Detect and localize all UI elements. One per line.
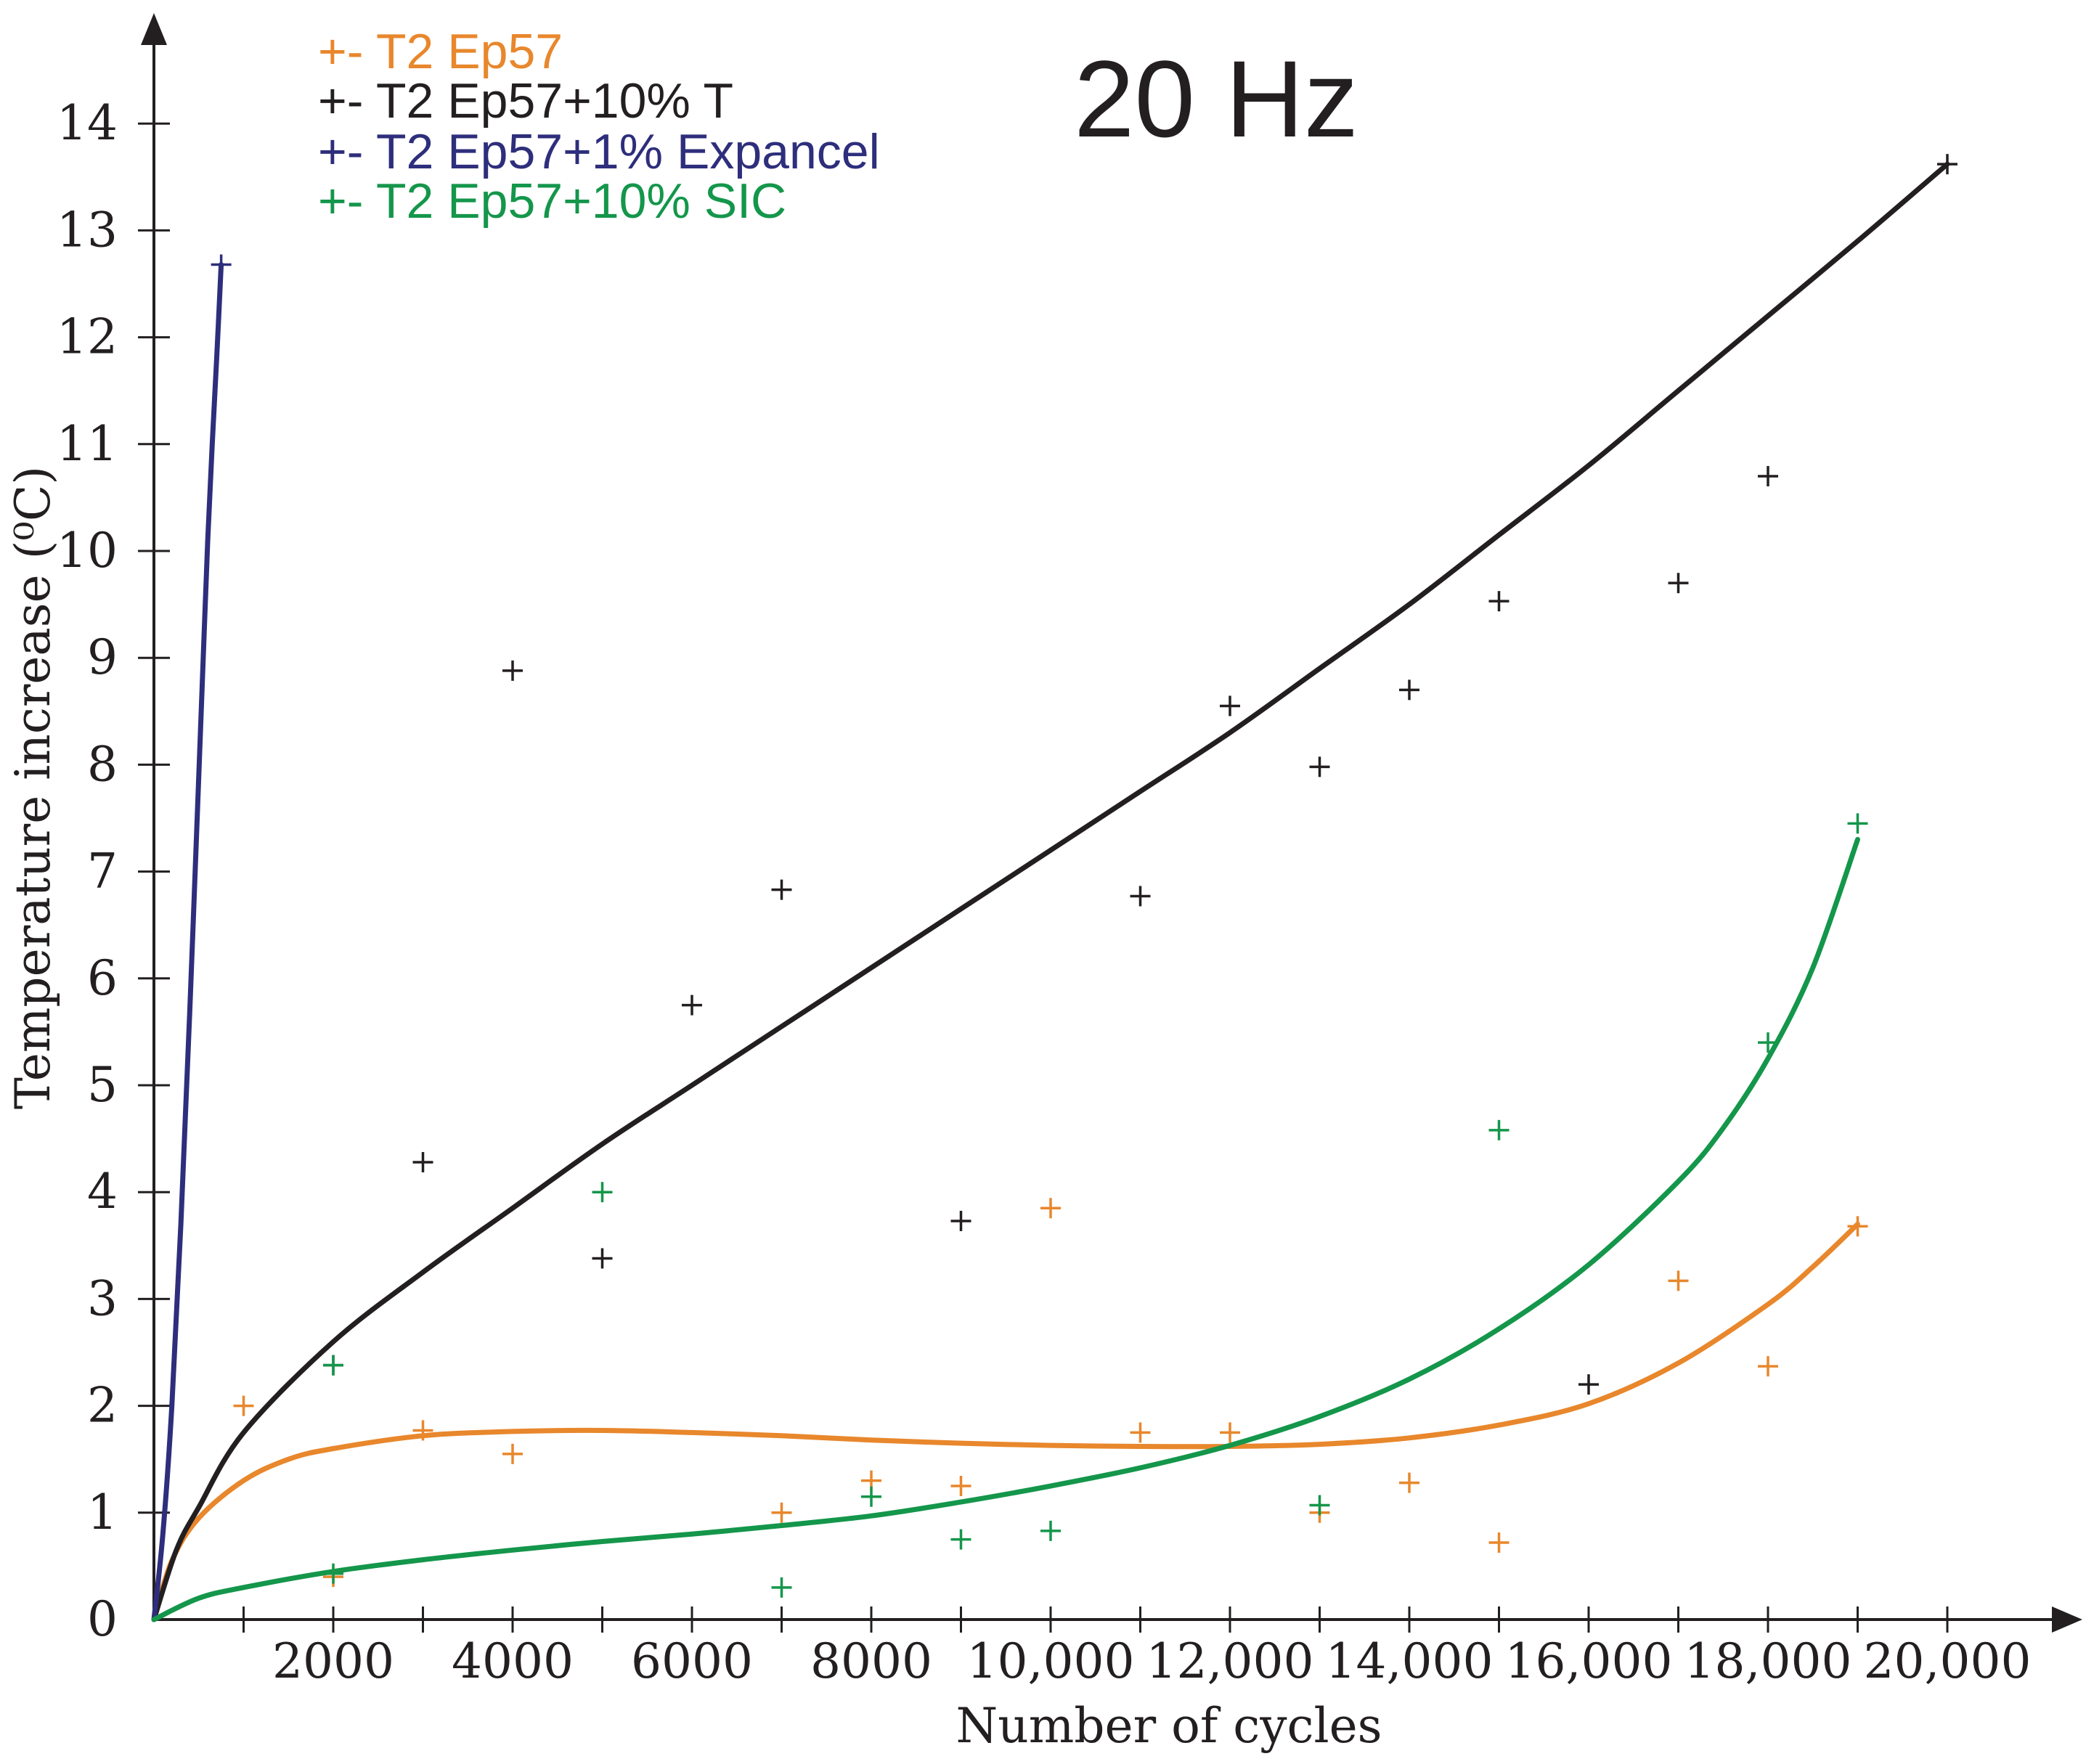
data-point-t2-ep57 [1847, 1216, 1868, 1237]
data-point-t2-ep57 [1130, 1422, 1151, 1443]
data-point-t2-ep57-10-sic [1040, 1520, 1061, 1541]
y-tick-label: 10 [57, 523, 118, 579]
data-point-t2-ep57 [771, 1502, 792, 1523]
data-point-t2-ep57-10-t [1130, 886, 1151, 907]
data-point-t2-ep57 [1488, 1532, 1510, 1553]
y-tick-label: 7 [87, 844, 118, 899]
data-point-t2-ep57 [412, 1420, 433, 1441]
data-point-t2-ep57-10-t [682, 995, 702, 1016]
legend-entry-t2-ep57-10-sic: +- T2 Ep57+10% SIC [318, 173, 786, 229]
data-point-t2-ep57-10-sic [1488, 1119, 1510, 1140]
data-point-t2-ep57-10-t [592, 1248, 613, 1269]
y-tick-label: 2 [87, 1378, 118, 1434]
x-axis-title: Number of cycles [956, 1698, 1382, 1754]
x-tick-label: 12,000 [1146, 1633, 1314, 1689]
data-point-t2-ep57-10-t [1220, 695, 1240, 716]
x-tick-label: 6000 [631, 1633, 753, 1689]
x-tick-label: 4000 [452, 1633, 574, 1689]
x-tick-label: 2000 [272, 1633, 394, 1689]
data-point-t2-ep57-10-t [950, 1210, 971, 1231]
data-point-t2-ep57 [1220, 1422, 1240, 1443]
data-point-t2-ep57-10-t [502, 660, 523, 681]
x-tick-label: 16,000 [1505, 1633, 1673, 1689]
data-point-t2-ep57 [1758, 1356, 1778, 1377]
fit-curves [151, 161, 1950, 1622]
x-axis-arrow [2052, 1606, 2082, 1633]
data-point-t2-ep57-10-t [412, 1151, 433, 1172]
data-point-t2-ep57 [950, 1476, 971, 1496]
data-point-t2-ep57-10-sic [592, 1182, 613, 1203]
y-tick-label: 9 [87, 629, 118, 685]
data-point-t2-ep57-10-sic [1758, 1032, 1778, 1053]
fit-curve-t2-ep57-10-sic [151, 836, 1860, 1622]
fit-curve-t2-ep57 [151, 1221, 1860, 1622]
y-tick-label: 11 [57, 416, 118, 472]
y-tick-label: 12 [57, 309, 118, 365]
x-tick-label: 14,000 [1326, 1633, 1494, 1689]
x-tick-label: 8000 [810, 1633, 932, 1689]
data-point-t2-ep57-10-t [1937, 154, 1957, 175]
x-tick-label: 20,000 [1864, 1633, 2032, 1689]
data-point-t2-ep57-10-sic [323, 1355, 343, 1376]
y-tick-label: 13 [57, 202, 118, 258]
data-point-t2-ep57-10-sic [1847, 813, 1868, 834]
data-point-t2-ep57-10-t [1488, 591, 1510, 612]
data-point-t2-ep57-10-sic [1309, 1495, 1330, 1516]
data-point-t2-ep57-10-sic [323, 1563, 343, 1584]
data-point-t2-ep57 [502, 1443, 523, 1464]
x-ticks: 2000 4000 6000 8000 10,000 12,000 14,000 16,000… [243, 1606, 2032, 1689]
axes: 2000 4000 6000 8000 10,000 12,000 14,000 16,000… [57, 13, 2082, 1689]
x-tick-label: 10,000 [967, 1633, 1135, 1689]
y-tick-label: 0 [87, 1591, 118, 1647]
y-axis-title: Temperature increase (⁰C) [5, 466, 61, 1109]
data-point-t2-ep57-1-expancel [211, 254, 232, 275]
data-point-t2-ep57-10-t [1668, 573, 1689, 594]
legend-entry-t2-ep57-10-t: +- T2 Ep57+10% T [318, 73, 733, 128]
fit-curve-t2-ep57-10-t [151, 161, 1950, 1622]
data-point-t2-ep57-10-t [1758, 465, 1778, 486]
y-tick-label: 8 [87, 736, 118, 792]
y-tick-label: 6 [87, 950, 118, 1006]
x-tick-label: 18,000 [1684, 1633, 1852, 1689]
data-point-t2-ep57 [1040, 1198, 1061, 1219]
y-axis-arrow [141, 13, 167, 45]
data-point-t2-ep57-10-t [1309, 756, 1330, 777]
fit-curve-t2-ep57-1-expancel [151, 262, 224, 1622]
y-tick-label: 4 [87, 1164, 118, 1220]
data-point-t2-ep57-10-sic [950, 1529, 971, 1550]
chart-title: 20 Hz [1074, 38, 1358, 160]
data-point-t2-ep57-10-sic [861, 1486, 881, 1507]
data-point-t2-ep57-10-sic [771, 1577, 792, 1598]
y-tick-label: 3 [87, 1270, 118, 1326]
data-point-t2-ep57 [1399, 1472, 1419, 1493]
data-points [211, 154, 1957, 1598]
data-point-t2-ep57-10-t [1399, 679, 1419, 701]
legend-entry-t2-ep57: +- T2 Ep57 [318, 24, 563, 79]
legend: +- T2 Ep57 +- T2 Ep57+10% T +- T2 Ep57+1… [318, 24, 880, 229]
legend-entry-t2-ep57-1-expancel: +- T2 Ep57+1% Expancel [318, 124, 880, 179]
y-tick-label: 1 [87, 1485, 118, 1540]
data-point-t2-ep57-10-t [1578, 1374, 1599, 1395]
y-tick-label: 5 [87, 1057, 118, 1113]
data-point-t2-ep57 [1668, 1270, 1689, 1291]
y-tick-label: 14 [57, 95, 118, 151]
data-point-t2-ep57-10-t [771, 879, 792, 900]
data-point-t2-ep57 [233, 1395, 254, 1416]
